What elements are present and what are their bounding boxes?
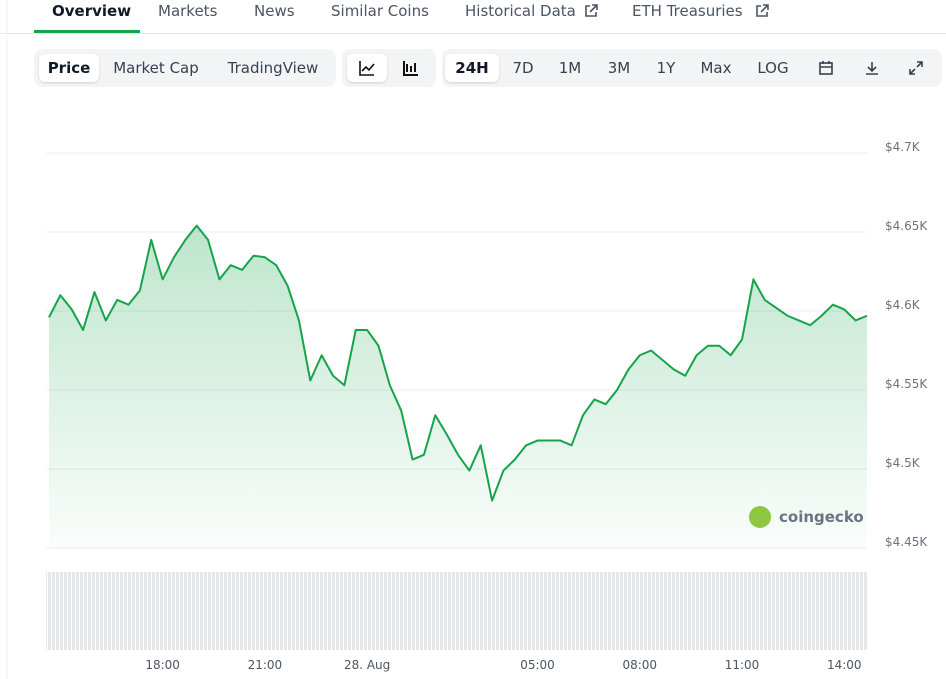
tab-underline xyxy=(34,30,140,33)
candle-chart-button[interactable] xyxy=(391,54,431,82)
watermark: coingecko xyxy=(779,508,864,526)
area xyxy=(49,225,867,548)
x-tick-label: 18:00 xyxy=(145,658,180,672)
external-link-icon xyxy=(756,4,769,17)
volume-band xyxy=(46,572,867,650)
y-tick-label: $4.45K xyxy=(885,535,928,549)
view-button[interactable]: Market Cap xyxy=(113,59,199,77)
range-button[interactable]: 1M xyxy=(558,59,582,77)
external-link-icon xyxy=(585,4,598,17)
x-tick-label: 05:00 xyxy=(520,658,555,672)
download-button[interactable] xyxy=(854,54,890,82)
y-tick-label: $4.6K xyxy=(885,298,921,312)
range-button[interactable]: Max xyxy=(700,59,732,77)
y-tick-label: $4.55K xyxy=(885,377,928,391)
range-button[interactable]: 1Y xyxy=(656,59,676,77)
x-tick-label: 21:00 xyxy=(248,658,283,672)
x-tick-label: 28. Aug xyxy=(344,658,390,672)
calendar-button[interactable] xyxy=(808,54,844,82)
chart-type-group xyxy=(342,49,436,87)
logo xyxy=(749,506,771,528)
range-button[interactable]: 24H xyxy=(445,54,499,82)
tab[interactable]: Similar Coins xyxy=(331,2,429,20)
divider xyxy=(0,33,946,34)
range-button[interactable]: 7D xyxy=(512,59,534,77)
x-tick-label: 08:00 xyxy=(622,658,657,672)
y-tick-label: $4.65K xyxy=(885,219,928,233)
tab[interactable]: Overview xyxy=(52,2,132,20)
view-button[interactable]: TradingView xyxy=(227,59,319,77)
price-line xyxy=(48,224,868,502)
range-button[interactable]: LOG xyxy=(757,59,789,77)
tab[interactable]: Historical Data xyxy=(465,2,576,20)
line-chart-button[interactable] xyxy=(347,54,387,82)
tab[interactable]: ETH Treasuries xyxy=(632,2,743,20)
x-tick-label: 14:00 xyxy=(827,658,862,672)
view-button[interactable]: Price xyxy=(39,54,99,82)
x-tick-label: 11:00 xyxy=(725,658,760,672)
range-button[interactable]: 3M xyxy=(607,59,631,77)
expand-button[interactable] xyxy=(898,54,934,82)
range-group: 24H 7D 1M 3M 1Y Max LOG xyxy=(442,49,942,87)
view-group: Price Market Cap TradingView xyxy=(34,49,336,87)
y-tick-label: $4.5K xyxy=(885,456,921,470)
tab[interactable]: News xyxy=(254,2,295,20)
y-tick-label: $4.7K xyxy=(885,140,921,154)
tab[interactable]: Markets xyxy=(158,2,218,20)
